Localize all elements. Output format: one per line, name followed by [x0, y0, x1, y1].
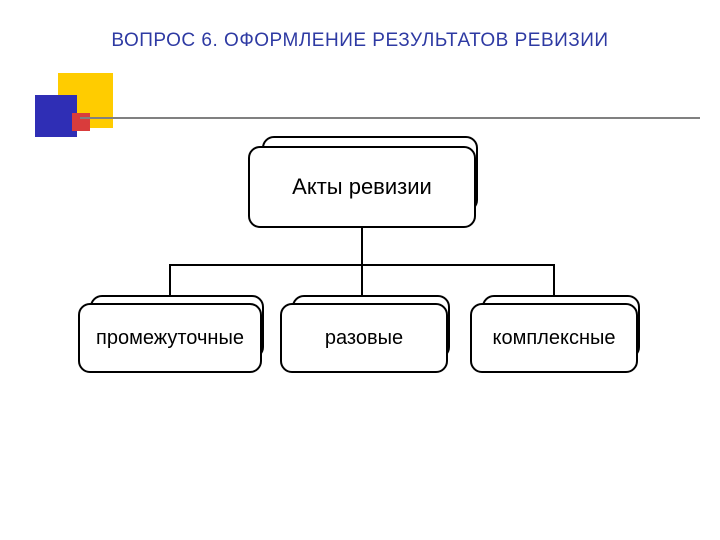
decor-red-square: [72, 113, 90, 131]
node-box: разовые: [280, 303, 448, 373]
connector-line: [553, 264, 555, 295]
title-text: ВОПРОС 6. ОФОРМЛЕНИЕ РЕЗУЛЬТАТОВ РЕВИЗИИ: [111, 30, 608, 51]
divider-line: [80, 117, 700, 119]
node-label: Акты ревизии: [292, 174, 432, 200]
connector-line: [361, 264, 363, 295]
connector-line: [361, 228, 363, 264]
node-label: комплексные: [493, 327, 616, 350]
page-title: ВОПРОС 6. ОФОРМЛЕНИЕ РЕЗУЛЬТАТОВ РЕВИЗИИ: [0, 30, 720, 52]
node-label: промежуточные: [96, 327, 244, 350]
decor-blue-square: [35, 95, 77, 137]
node-label: разовые: [325, 327, 403, 350]
node-box: Акты ревизии: [248, 146, 476, 228]
connector-line: [169, 264, 171, 295]
node-box: промежуточные: [78, 303, 262, 373]
node-box: комплексные: [470, 303, 638, 373]
